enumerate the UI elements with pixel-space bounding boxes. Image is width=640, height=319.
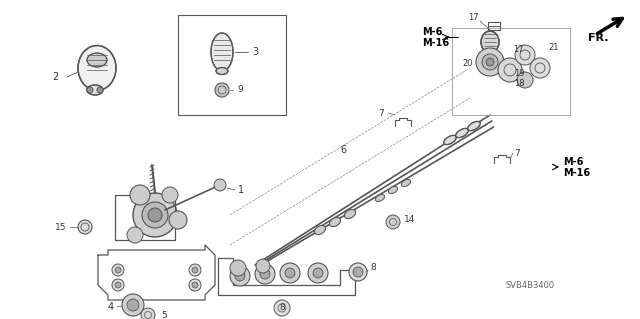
Circle shape — [169, 211, 187, 229]
Circle shape — [189, 264, 201, 276]
Circle shape — [115, 282, 121, 288]
Text: M-6: M-6 — [422, 27, 442, 37]
Ellipse shape — [87, 53, 107, 67]
FancyBboxPatch shape — [178, 15, 286, 115]
Circle shape — [256, 259, 270, 273]
Circle shape — [122, 294, 144, 316]
Circle shape — [192, 282, 198, 288]
Circle shape — [280, 263, 300, 283]
Circle shape — [130, 185, 150, 205]
Circle shape — [285, 268, 295, 278]
Text: FR.: FR. — [588, 33, 609, 43]
Circle shape — [78, 220, 92, 234]
Circle shape — [349, 263, 367, 281]
Circle shape — [255, 264, 275, 284]
Text: 17: 17 — [468, 13, 479, 23]
Ellipse shape — [344, 209, 356, 219]
Ellipse shape — [314, 226, 326, 234]
Text: 15: 15 — [55, 222, 67, 232]
Circle shape — [87, 87, 93, 93]
Circle shape — [353, 267, 363, 277]
Text: 20: 20 — [462, 58, 472, 68]
Circle shape — [274, 300, 290, 316]
Text: 17: 17 — [513, 46, 524, 55]
Circle shape — [230, 266, 250, 286]
Text: 8: 8 — [370, 263, 376, 272]
Text: 18: 18 — [514, 78, 525, 87]
Circle shape — [142, 202, 168, 228]
Text: 7: 7 — [514, 149, 520, 158]
Ellipse shape — [330, 218, 340, 226]
Circle shape — [127, 299, 139, 311]
Circle shape — [476, 48, 504, 76]
Text: 8: 8 — [279, 303, 285, 313]
Text: 6: 6 — [340, 145, 346, 155]
Ellipse shape — [216, 68, 228, 75]
Circle shape — [386, 215, 400, 229]
Circle shape — [112, 264, 124, 276]
Circle shape — [308, 263, 328, 283]
Circle shape — [530, 58, 550, 78]
Circle shape — [192, 267, 198, 273]
Circle shape — [214, 179, 226, 191]
Text: 9: 9 — [237, 85, 243, 94]
Text: 1: 1 — [238, 185, 244, 195]
Circle shape — [148, 208, 162, 222]
Text: M-6: M-6 — [563, 157, 584, 167]
Text: 5: 5 — [161, 310, 167, 319]
Circle shape — [115, 267, 121, 273]
Text: 2: 2 — [52, 72, 58, 82]
Ellipse shape — [481, 31, 499, 53]
Text: SVB4B3400: SVB4B3400 — [505, 280, 554, 290]
Text: 3: 3 — [252, 47, 258, 57]
Circle shape — [162, 187, 178, 203]
Ellipse shape — [388, 186, 397, 194]
Text: M-16: M-16 — [563, 168, 590, 178]
Text: 14: 14 — [404, 216, 415, 225]
Circle shape — [215, 83, 229, 97]
Circle shape — [235, 271, 245, 281]
Circle shape — [127, 227, 143, 243]
Text: M-16: M-16 — [422, 38, 449, 48]
Ellipse shape — [401, 179, 411, 187]
Circle shape — [112, 279, 124, 291]
Circle shape — [313, 268, 323, 278]
Circle shape — [97, 87, 103, 93]
Circle shape — [486, 58, 494, 66]
Text: 4: 4 — [108, 302, 114, 312]
Circle shape — [498, 58, 522, 82]
Circle shape — [517, 72, 533, 88]
Circle shape — [189, 279, 201, 291]
Text: 7: 7 — [378, 108, 384, 117]
Text: 19: 19 — [514, 69, 525, 78]
Text: 21: 21 — [548, 43, 559, 53]
Circle shape — [515, 45, 535, 65]
Ellipse shape — [468, 121, 480, 130]
Circle shape — [482, 54, 498, 70]
Circle shape — [141, 308, 155, 319]
Circle shape — [133, 193, 177, 237]
Ellipse shape — [211, 33, 233, 71]
Ellipse shape — [444, 135, 456, 145]
Ellipse shape — [456, 128, 468, 137]
Circle shape — [230, 260, 246, 276]
Circle shape — [260, 269, 270, 279]
Ellipse shape — [376, 194, 385, 202]
Ellipse shape — [78, 46, 116, 91]
Ellipse shape — [87, 85, 103, 95]
